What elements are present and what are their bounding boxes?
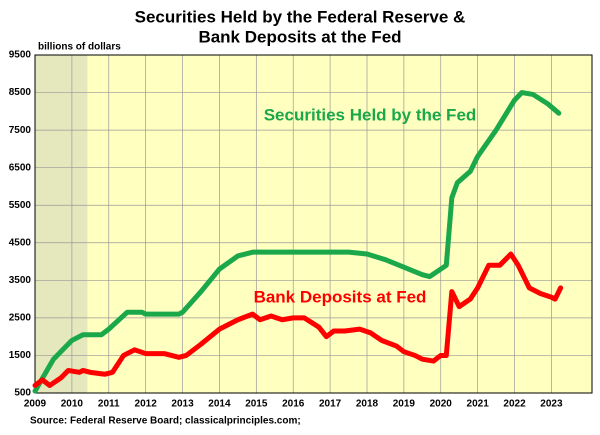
x-tick-label: 2019 — [393, 399, 416, 410]
y-tick-label: 5500 — [9, 200, 32, 211]
y-tick-label: 6500 — [9, 162, 32, 173]
y-tick-label: 3500 — [9, 275, 32, 286]
x-tick-label: 2021 — [467, 399, 490, 410]
x-tick-label: 2013 — [171, 399, 194, 410]
x-tick-label: 2012 — [135, 399, 158, 410]
plot-border — [34, 54, 593, 394]
x-tick-label: 2016 — [282, 399, 305, 410]
plot-background — [35, 55, 592, 393]
y-tick-label: 9500 — [9, 50, 32, 61]
series-label: Securities Held by the Fed — [264, 105, 477, 124]
y-tick-label: 1500 — [9, 350, 32, 361]
y-tick-label: 8500 — [9, 87, 32, 98]
x-tick-label: 2023 — [540, 399, 563, 410]
x-tick-label: 2011 — [98, 399, 120, 410]
y-axis-label: billions of dollars — [38, 42, 121, 53]
shaded-period — [35, 55, 88, 393]
x-tick-label: 2010 — [61, 399, 84, 410]
chart-title: Bank Deposits at the Fed — [198, 27, 401, 46]
chart-title: Securities Held by the Federal Reserve & — [135, 7, 466, 26]
series-line — [32, 90, 562, 394]
series-label: Bank Deposits at Fed — [254, 287, 427, 306]
x-tick-label: 2015 — [245, 399, 268, 410]
x-tick-label: 2009 — [24, 399, 47, 410]
x-tick-label: 2018 — [356, 399, 379, 410]
y-tick-label: 2500 — [9, 313, 32, 324]
y-tick-label: 7500 — [9, 125, 32, 136]
x-tick-label: 2020 — [430, 399, 453, 410]
y-tick-label: 4500 — [9, 237, 32, 248]
series-line — [32, 251, 564, 388]
source-note: Source: Federal Reserve Board; classical… — [30, 416, 301, 427]
x-tick-label: 2014 — [208, 399, 231, 410]
y-tick-label: 500 — [14, 388, 31, 399]
x-tick-label: 2017 — [319, 399, 342, 410]
x-tick-label: 2022 — [503, 399, 526, 410]
